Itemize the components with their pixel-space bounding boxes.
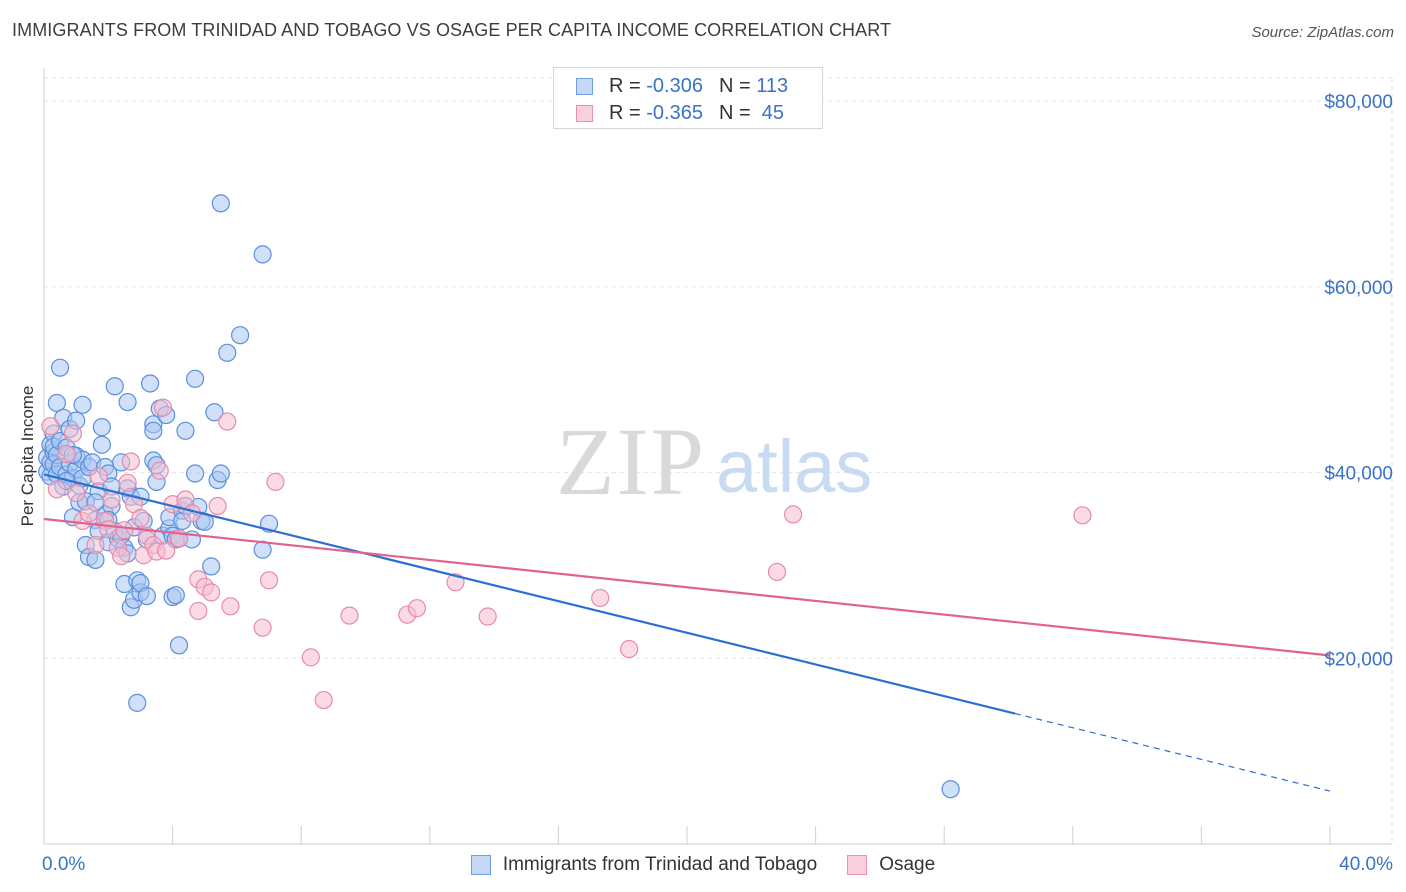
y-tick-label: $60,000 bbox=[1324, 278, 1393, 299]
legend-r-label: R = bbox=[609, 74, 641, 97]
watermark-zip: ZIP bbox=[556, 408, 706, 515]
trinidad-point bbox=[211, 194, 230, 213]
legend-row-trinidad: R = -0.306 N = 113 bbox=[576, 73, 788, 99]
legend-item-osage: Osage bbox=[847, 854, 935, 876]
osage-point bbox=[79, 504, 99, 523]
legend-swatch-blue bbox=[576, 77, 593, 95]
trinidad-point bbox=[186, 369, 205, 388]
osage-point bbox=[89, 467, 108, 486]
watermark-atlas: atlas bbox=[716, 425, 872, 508]
trinidad-point bbox=[118, 392, 137, 412]
y-tick-label: $80,000 bbox=[1324, 92, 1393, 113]
osage-point bbox=[767, 562, 787, 582]
legend-r-value: -0.306 bbox=[646, 74, 703, 97]
trinidad-point bbox=[169, 636, 189, 655]
osage-point bbox=[407, 599, 427, 618]
legend-swatch-pink bbox=[576, 104, 593, 122]
osage-point bbox=[118, 473, 137, 492]
osage-point bbox=[86, 535, 105, 555]
osage-point bbox=[112, 547, 131, 566]
trinidad-point bbox=[137, 586, 156, 606]
legend-row-osage: R = -0.365 N = 45 bbox=[576, 100, 784, 126]
osage-point bbox=[99, 520, 118, 539]
osage-point bbox=[121, 452, 140, 471]
osage-point bbox=[153, 398, 173, 417]
osage-point bbox=[253, 618, 272, 637]
y-tick-label: $40,000 bbox=[1324, 464, 1393, 485]
legend-n-value: 113 bbox=[756, 74, 789, 97]
legend-swatch-blue bbox=[470, 855, 491, 875]
trinidad-point bbox=[128, 693, 147, 712]
osage-point bbox=[131, 509, 150, 528]
y-tick-label: $20,000 bbox=[1324, 649, 1393, 670]
trinidad-point bbox=[253, 245, 272, 264]
tick-labels: $20,000 $40,000 $60,000 $80,000 0.0% 40.0% bbox=[42, 92, 1393, 875]
osage-point bbox=[150, 461, 169, 480]
osage-point bbox=[620, 639, 639, 659]
osage-point bbox=[47, 480, 66, 499]
trinidad-point bbox=[166, 586, 185, 605]
osage-point bbox=[189, 601, 208, 621]
osage-point bbox=[63, 424, 83, 443]
osage-point bbox=[783, 505, 803, 524]
trinidad-point bbox=[140, 374, 160, 393]
osage-trend-line bbox=[43, 517, 1331, 657]
osage-point bbox=[67, 483, 86, 503]
trinidad-point bbox=[92, 435, 111, 454]
legend-r-label: R = bbox=[609, 101, 641, 124]
osage-point bbox=[259, 571, 279, 590]
trinidad-trend-extension bbox=[1014, 712, 1331, 792]
trinidad-point bbox=[941, 780, 960, 799]
legend-label-trinidad: Immigrants from Trinidad and Tobago bbox=[502, 854, 818, 875]
trinidad-point bbox=[186, 464, 205, 483]
osage-point bbox=[478, 607, 497, 626]
trinidad-point bbox=[176, 421, 195, 440]
y-axis-label: Per Capita Income bbox=[18, 385, 37, 527]
series-legend: Immigrants from Trinidad and Tobago Osag… bbox=[0, 852, 1406, 878]
osage-point bbox=[591, 588, 610, 608]
osage-point bbox=[301, 648, 320, 667]
trinidad-point bbox=[73, 395, 92, 414]
legend-label-osage: Osage bbox=[879, 854, 936, 875]
osage-point bbox=[218, 412, 237, 431]
trinidad-point bbox=[105, 377, 124, 396]
trinidad-point bbox=[218, 343, 237, 362]
trinidad-point bbox=[205, 403, 224, 422]
osage-point bbox=[340, 606, 359, 625]
correlation-legend: R = -0.306 N = 113 R = -0.365 N = 45 bbox=[553, 67, 823, 129]
legend-item-trinidad: Immigrants from Trinidad and Tobago bbox=[470, 854, 818, 876]
trinidad-point bbox=[202, 557, 221, 576]
osage-point bbox=[41, 417, 60, 436]
trinidad-trend-line bbox=[43, 473, 1016, 715]
trinidad-point bbox=[50, 358, 70, 377]
osage-point bbox=[221, 597, 240, 616]
trinidad-point bbox=[231, 326, 250, 345]
legend-n-value: 45 bbox=[761, 101, 785, 124]
osage-point bbox=[314, 690, 333, 710]
osage-point bbox=[266, 472, 285, 491]
legend-r-value: -0.365 bbox=[646, 101, 703, 124]
osage-point bbox=[208, 496, 227, 516]
chart-title: IMMIGRANTS FROM TRINIDAD AND TOBAGO VS O… bbox=[12, 20, 892, 40]
x-tick-label: 40.0% bbox=[1339, 854, 1393, 875]
trinidad-point bbox=[92, 418, 111, 437]
trend-lines bbox=[43, 473, 1331, 792]
osage-point bbox=[202, 583, 221, 602]
trinidad-point bbox=[144, 421, 163, 440]
osage-point bbox=[157, 541, 176, 560]
x-tick-label: 0.0% bbox=[42, 854, 85, 875]
trinidad-point bbox=[211, 464, 230, 483]
legend-n-label: N = bbox=[718, 101, 751, 124]
osage-point bbox=[57, 444, 76, 464]
osage-point bbox=[115, 521, 134, 540]
osage-point bbox=[1073, 506, 1092, 525]
source-label: Source: ZipAtlas.com bbox=[1251, 24, 1394, 41]
legend-swatch-pink bbox=[847, 855, 868, 875]
legend-n-label: N = bbox=[718, 74, 751, 97]
